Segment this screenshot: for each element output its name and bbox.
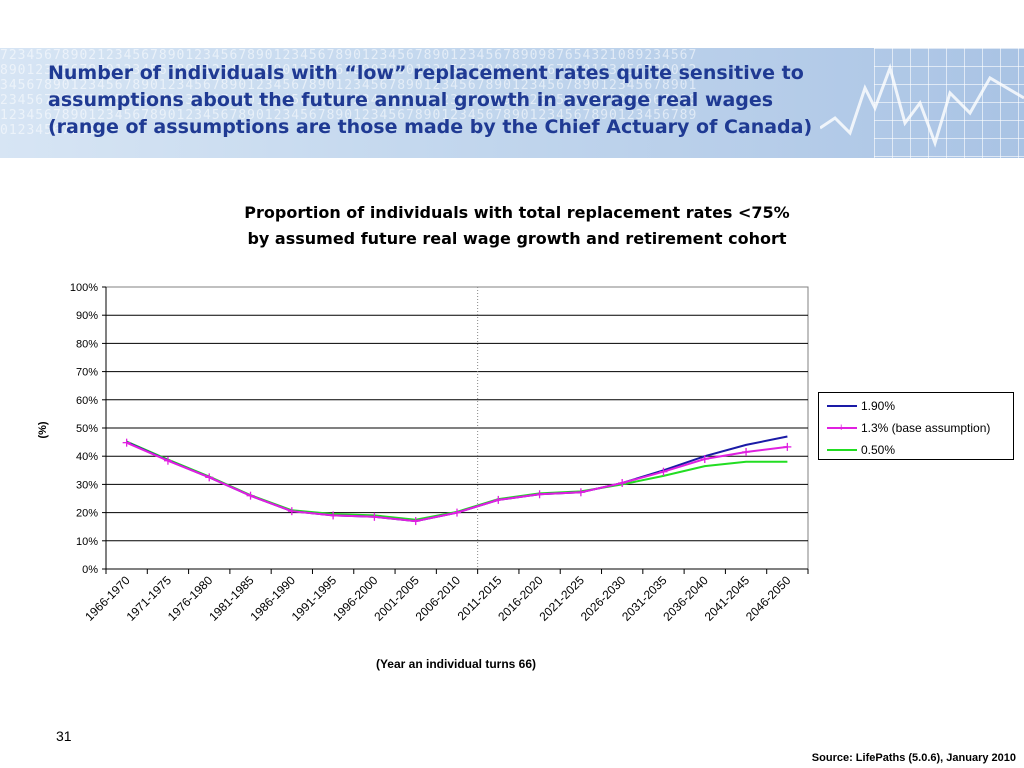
y-tick-label: 70% [76,367,98,379]
y-tick-label: 100% [70,282,98,294]
legend-swatch [827,400,857,412]
y-tick-label: 20% [76,508,98,520]
title-banner: 7234567890212345678901234567890123456789… [0,48,1024,158]
y-tick-label: 10% [76,536,98,548]
y-tick-label: 40% [76,451,98,463]
x-tick-label: 2006-2010 [413,573,464,624]
data-point-marker [329,511,338,520]
gridlines [105,286,809,570]
page-number: 31 [56,728,72,744]
data-point-marker [122,438,131,447]
data-point-marker [494,495,503,504]
data-point-marker [205,473,214,482]
chart-title-line: by assumed future real wage growth and r… [247,229,787,248]
y-tick-label: 0% [82,564,98,576]
data-point-marker [659,467,668,476]
legend-item-1-3: + 1.3% (base assumption) [827,420,990,436]
slide-title-line: Number of individuals with “low” replace… [48,62,804,84]
y-tick-label: 80% [76,338,98,350]
chart-title-line: Proportion of individuals with total rep… [244,203,790,222]
data-point-marker [370,512,379,521]
data-point-marker [453,508,461,517]
data-point-marker [576,488,585,497]
y-tick-label: 60% [76,395,98,407]
chart-title: Proportion of individuals with total rep… [200,200,834,252]
x-axis-label: (Year an individual turns 66) [376,657,536,671]
slide-title-line: (range of assumptions are those made by … [48,116,813,138]
y-tick-label: 50% [76,423,98,435]
data-point-marker [742,447,751,456]
data-point-marker [700,455,709,464]
series-layer [122,435,792,526]
y-tick-label: 90% [76,310,98,322]
data-point-marker [618,478,627,487]
slide-title: Number of individuals with “low” replace… [48,60,948,141]
slide-title-line: assumptions about the future annual grow… [48,89,774,111]
legend-swatch: + [827,422,857,434]
banner-digit-texture: 7234567890212345678901234567890123456789… [0,48,698,138]
data-point-marker [411,517,420,526]
y-tick-label: 30% [76,479,98,491]
source-note: Source: LifePaths (5.0.6), January 2010 [811,752,1016,764]
line-chart: 0%10%20%30%40%50%60%70%80%90%100%1966-19… [37,282,809,671]
legend-item-0-50: 0.50% [827,442,895,458]
data-point-marker [163,456,172,465]
y-axis-label: (%) [37,421,49,438]
data-point-marker [535,490,544,499]
legend-label: 1.90% [861,399,896,413]
data-point-marker [783,442,792,451]
legend-item-1-90: 1.90% [827,398,895,414]
data-point-marker [287,507,296,516]
legend-label: 1.3% (base assumption) [861,421,991,435]
chart-legend: 1.90% + 1.3% (base assumption) 0.50% [818,392,1014,460]
x-tick-label: 2046-2050 [743,573,794,624]
legend-label: 0.50% [861,443,896,457]
data-point-marker [246,491,255,500]
banner-wave-decoration [820,63,1024,148]
legend-swatch [827,444,857,456]
